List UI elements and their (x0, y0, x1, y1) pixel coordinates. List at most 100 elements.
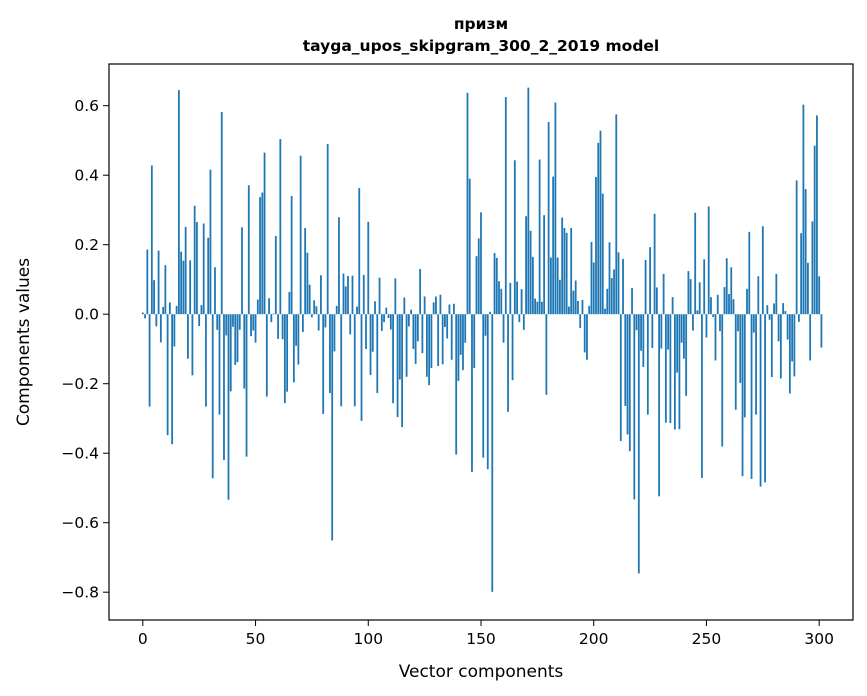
bar (155, 314, 158, 327)
bar (791, 314, 794, 362)
bar (441, 314, 444, 365)
bar (784, 311, 787, 315)
bar (761, 226, 764, 315)
bar (716, 294, 719, 315)
bar (198, 314, 201, 327)
bar (286, 314, 289, 392)
bar (159, 314, 162, 343)
bar (232, 314, 234, 327)
bar (703, 259, 706, 315)
bar (559, 279, 561, 315)
bar (168, 302, 171, 315)
bar (173, 314, 176, 347)
bar (290, 196, 293, 315)
bar (162, 306, 165, 315)
bar (588, 305, 591, 315)
bar (563, 228, 566, 315)
bar (667, 314, 670, 350)
bar (608, 242, 611, 315)
bar (455, 314, 458, 455)
bar (177, 90, 180, 315)
bar (658, 314, 661, 497)
bar (367, 221, 370, 315)
bar (333, 314, 336, 352)
bar (468, 178, 471, 315)
bar (480, 212, 482, 315)
bar (692, 314, 694, 331)
bar (444, 314, 446, 328)
bar (649, 247, 651, 315)
bar (685, 314, 688, 396)
bar (268, 298, 270, 315)
bar (561, 217, 564, 315)
bar (802, 104, 805, 315)
bar (694, 212, 697, 315)
bar (734, 314, 737, 410)
bar (453, 303, 455, 315)
bar (164, 265, 167, 315)
bar (148, 314, 151, 407)
bar (816, 115, 818, 315)
bar (549, 257, 552, 315)
bar (770, 314, 773, 378)
bar (166, 314, 169, 436)
bar (466, 92, 469, 315)
bar (247, 185, 250, 315)
bar (651, 314, 654, 348)
bar (721, 314, 724, 447)
bar (403, 297, 406, 315)
bar (719, 314, 721, 332)
bar (595, 176, 597, 315)
bar (446, 314, 449, 339)
bar (655, 287, 658, 315)
chart-subtitle: tayga_upos_skipgram_300_2_2019 model (303, 37, 660, 55)
bar (412, 314, 415, 349)
bar (757, 276, 760, 315)
bar (378, 277, 381, 315)
bar (642, 314, 645, 368)
bar (288, 291, 291, 315)
bar (171, 314, 174, 445)
bar (241, 227, 243, 315)
bar (732, 299, 735, 315)
bar (633, 314, 636, 500)
bar (182, 260, 185, 315)
bar (710, 297, 712, 315)
bar (752, 314, 755, 333)
bar (653, 213, 656, 315)
bar (473, 314, 476, 369)
bar (274, 236, 277, 315)
bar (396, 314, 399, 418)
bar (795, 180, 798, 315)
bar (739, 314, 742, 383)
bar (207, 237, 210, 315)
bar (536, 301, 539, 315)
plot-frame (108, 63, 854, 621)
bar (175, 305, 178, 315)
x-tick-label: 0 (138, 630, 148, 648)
bar (380, 314, 383, 331)
bar (410, 309, 413, 315)
bar (615, 114, 618, 315)
bar (457, 314, 460, 381)
bar (707, 206, 710, 315)
bar (516, 281, 518, 315)
bar (592, 262, 595, 315)
bar (509, 282, 512, 315)
x-axis-label: Vector components (399, 662, 564, 682)
bar (193, 205, 196, 315)
bar (737, 314, 739, 332)
bar (534, 298, 537, 315)
bar (356, 306, 358, 315)
bar (146, 249, 149, 315)
bar (365, 314, 367, 349)
bar (351, 275, 354, 315)
bar (295, 314, 298, 346)
bar (705, 314, 708, 338)
bar (554, 102, 557, 315)
bar (525, 216, 527, 315)
bar (180, 251, 183, 315)
bar (421, 314, 424, 354)
bar (701, 314, 703, 478)
